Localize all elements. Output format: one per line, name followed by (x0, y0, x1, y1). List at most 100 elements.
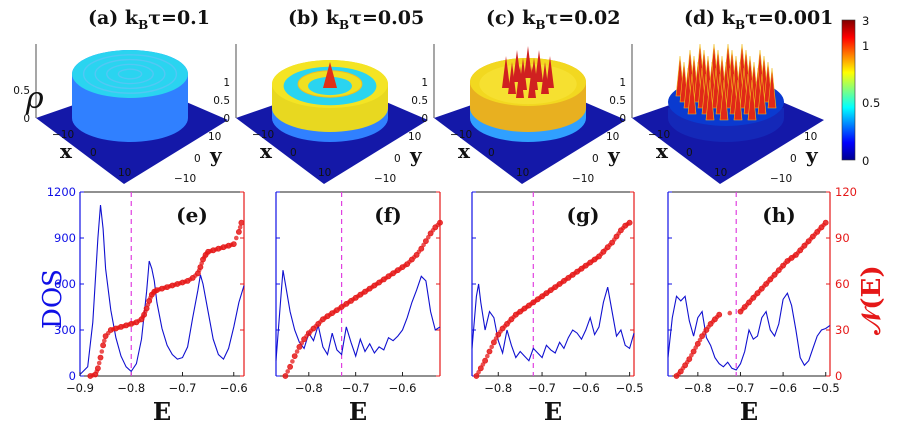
x-tick-label: 0 (488, 147, 495, 159)
z-tick-label: 0 (23, 113, 30, 125)
x-tick-label: −0.9 (66, 381, 94, 395)
ncal-marker (822, 219, 829, 226)
ncal-marker (235, 228, 242, 235)
right-tick-label: 0 (835, 369, 842, 383)
ncal-marker (418, 245, 425, 252)
z-tick-label: 0 (223, 113, 230, 125)
z-tick-label: 0.5 (411, 95, 428, 107)
y-axis-label: y (805, 143, 819, 167)
x-tick-label: −0.7 (169, 381, 197, 395)
panel-title: (c) kBτ=0.02 (486, 7, 620, 32)
x-tick-label: −0.7 (528, 381, 556, 395)
ncal-marker (95, 365, 101, 372)
y-tick-label: 0 (394, 153, 401, 165)
ncal-marker (482, 357, 488, 364)
ncal-marker (727, 310, 733, 316)
surface-ring (94, 58, 166, 90)
surface-ring (82, 54, 178, 94)
x-axis-label: x (260, 139, 273, 163)
y-tick-label: 10 (408, 131, 421, 143)
dos-series-line (79, 204, 245, 375)
colorbar: 3 1 0.5 0 (841, 14, 880, 168)
surface-peak (687, 73, 697, 115)
panel-title: (d) kBτ=0.001 (684, 7, 833, 32)
panel-title: (a) kBτ=0.1 (88, 7, 210, 32)
surface-peak (524, 46, 532, 78)
y-tick-label: −10 (770, 173, 792, 185)
colorbar-tick: 3 (862, 14, 869, 28)
x-tick-label: −0.8 (295, 381, 323, 395)
x-axis-label-E: E (544, 397, 562, 426)
x-tick-label: 10 (318, 167, 331, 179)
ncal-marker (437, 219, 443, 226)
y-axis-label: y (607, 143, 621, 167)
surface-peak (757, 73, 767, 115)
x-tick-label: −0.5 (812, 381, 840, 395)
surface-ring (117, 68, 143, 80)
x-tick-label: 0 (686, 147, 693, 159)
z-axis-label-rho: ρ (25, 81, 44, 116)
ncal-marker (294, 349, 300, 354)
x-axis-label-E: E (153, 397, 171, 426)
dos-panel-g: −0.8 −0.7 −0.6 −0.5 (g) E (471, 191, 644, 426)
surface-peak (541, 62, 549, 94)
left-tick-label: 0 (69, 369, 76, 383)
y-tick-label: 0 (790, 153, 797, 165)
x-axis-label: x (458, 139, 471, 163)
x-tick-label: −0.7 (342, 381, 370, 395)
ncal-marker (489, 344, 495, 350)
ncal-marker (290, 359, 295, 364)
surface-inner (479, 63, 577, 105)
dos-panel-h: 0 30 60 90 120 −0.8 −0.7 −0.6 −0.5 (h) E (667, 185, 857, 426)
x-axis-label-E: E (349, 397, 367, 426)
z-tick-label: 0.5 (213, 95, 230, 107)
ncal-marker (697, 337, 703, 343)
x-tick-label: −10 (450, 129, 472, 141)
dos-series-line (667, 292, 831, 371)
ncal-marker (287, 363, 293, 370)
z-tick-label: 1 (619, 77, 626, 89)
z-tick-label: 0.5 (13, 85, 30, 97)
right-tick-label: 60 (835, 277, 850, 291)
right-tick-label: 30 (835, 323, 850, 337)
right-tick-label: 90 (835, 231, 850, 245)
x-tick-label: −10 (52, 129, 74, 141)
ncal-marker (102, 338, 107, 344)
ncal-marker (230, 241, 237, 247)
x-tick-label: 10 (516, 167, 529, 179)
y-tick-label: 0 (194, 153, 201, 165)
surface-peak (705, 79, 715, 121)
ncal-marker (100, 342, 106, 349)
ncal-marker (486, 348, 493, 355)
x-tick-label: 0 (90, 147, 97, 159)
y-tick-label: 10 (804, 131, 817, 143)
colorbar-tick: 0.5 (862, 96, 880, 110)
right-tick-label: 120 (835, 185, 857, 199)
x-tick-label: 10 (118, 167, 131, 179)
left-tick-label: 1200 (47, 185, 76, 199)
y-axis-label-ncal: 𝒩(E) (857, 265, 887, 335)
x-axis-label: x (60, 139, 73, 163)
y-tick-label: −10 (374, 173, 396, 185)
x-tick-label: −10 (648, 129, 670, 141)
ncal-marker (686, 356, 693, 362)
y-tick-label: 10 (208, 131, 221, 143)
y-tick-label: 10 (606, 131, 619, 143)
surface-peak (733, 79, 743, 121)
ncal-marker (690, 348, 697, 355)
ncal-marker (476, 369, 481, 375)
left-tick-label: 300 (54, 323, 76, 337)
z-tick-label: 0.5 (609, 95, 626, 107)
x-tick-label: −0.8 (484, 381, 512, 395)
surface-peak (508, 62, 516, 94)
x-tick-label: −0.6 (220, 381, 248, 395)
x-tick-label: −0.7 (727, 381, 755, 395)
colorbar-gradient (841, 19, 856, 161)
ncal-marker (296, 343, 303, 350)
x-axis-label: x (656, 139, 669, 163)
surface-peak (747, 79, 757, 121)
ncal-marker (99, 349, 105, 354)
